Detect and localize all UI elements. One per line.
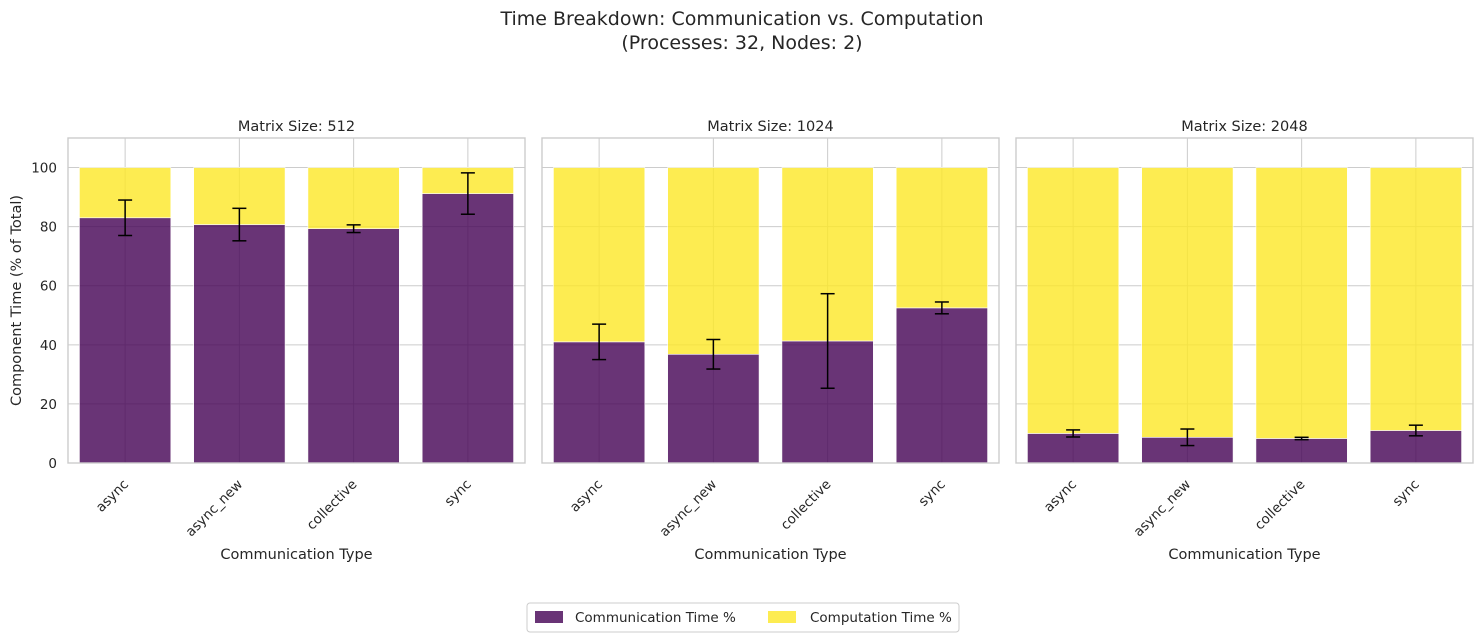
y-tick-label: 60 [40,279,57,295]
bar-communication-collective [1255,438,1348,464]
error-bar-async [1066,429,1081,438]
x-tick-label-async: async [567,477,606,516]
error-bar-sync [934,301,949,315]
x-tick-label-sync: sync [1389,477,1422,510]
plot-frame [541,137,1000,464]
panel-title: Matrix Size: 512 [238,119,355,135]
bar-computation-collective [1255,167,1348,439]
error-bar-collective [1294,436,1309,441]
panel-2: Matrix Size: 1024 async async_new collectiv… [541,119,1000,563]
x-axis-label: Communication Type [1168,547,1320,563]
legend: Communication Time % Computation Time % [526,602,960,633]
legend-label-communication: Communication Time % [575,610,736,626]
bar-communication-async [79,217,172,464]
bar-computation-async [1027,167,1120,434]
error-bar-async [592,323,607,361]
bar-communication-collective [781,340,874,464]
bar-communication-sync [421,193,514,464]
plot-frame [1015,137,1474,464]
x-tick-label-async: async [93,477,132,516]
bar-communication-async_new [667,353,760,464]
y-axis-label: Component Time (% of Total) [9,195,25,406]
y-tick-label: 0 [48,456,57,472]
y-tick-label: 20 [40,397,57,413]
error-bar-async [118,199,133,237]
x-tick-label-async_new: async_new [1131,477,1195,541]
bar-computation-sync [895,167,988,309]
figure-title-line1: Time Breakdown: Communication vs. Comput… [499,8,983,30]
legend-label-computation: Computation Time % [810,610,952,626]
y-tick-label: 80 [40,220,57,236]
panel-title: Matrix Size: 1024 [707,119,833,135]
panel-1: Matrix Size: 512 0 20 40 60 80 100 async async_n… [9,119,526,563]
x-tick-label-collective: collective [778,477,835,534]
x-axis-label: Communication Type [694,547,846,563]
x-tick-label-sync: sync [441,477,474,510]
error-bar-sync [460,172,475,215]
error-bar-sync [1408,424,1423,437]
x-tick-label-async_new: async_new [183,477,247,541]
legend-frame [526,602,960,633]
chart-panels: Matrix Size: 512 0 20 40 60 80 100 async async_n… [9,119,1474,563]
x-tick-label-collective: collective [1252,477,1309,534]
bar-communication-async_new [193,224,286,464]
x-tick-label-async_new: async_new [657,477,721,541]
bar-computation-sync [1369,167,1462,431]
x-tick-label-async: async [1041,477,1080,516]
bar-computation-async [553,167,646,343]
bar-communication-sync [895,307,988,464]
error-bar-collective [346,224,361,234]
bar-communication-collective [307,228,400,464]
x-axis-label: Communication Type [220,547,372,563]
legend-swatch-communication [535,611,563,623]
y-tick-label: 100 [31,161,57,177]
bar-communication-async [1027,433,1120,464]
legend-swatch-computation [768,611,796,623]
bar-computation-collective [307,167,400,230]
bar-communication-async [553,341,646,464]
error-bar-async_new [706,338,721,370]
y-tick-label: 40 [40,338,57,354]
plot-frame [67,137,526,464]
error-bar-async_new [1180,428,1195,447]
figure-title-line2: (Processes: 32, Nodes: 2) [621,32,862,54]
x-tick-label-sync: sync [915,477,948,510]
bar-computation-async_new [667,167,760,355]
x-tick-label-collective: collective [304,477,361,534]
panel-3: Matrix Size: 2048 async async_new collectiv… [1015,119,1474,563]
error-bar-collective [820,292,835,389]
panel-title: Matrix Size: 2048 [1181,119,1307,135]
bar-computation-async_new [1141,167,1234,438]
error-bar-async_new [232,207,247,242]
